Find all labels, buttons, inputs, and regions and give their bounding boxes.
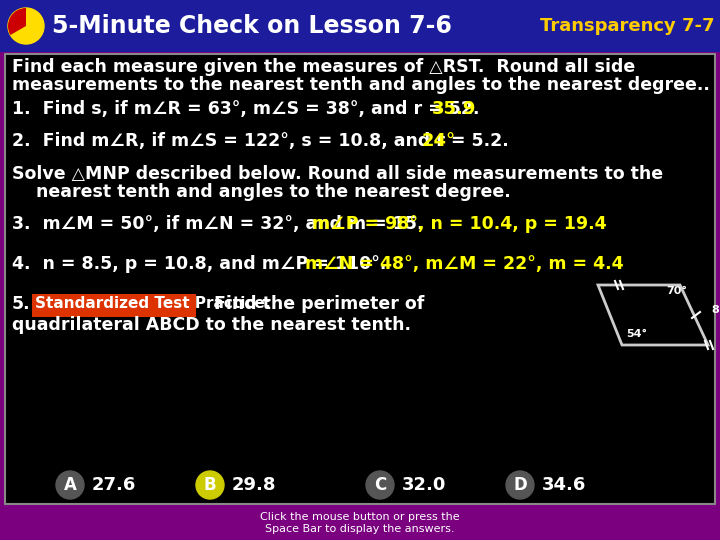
Text: 24°: 24° <box>422 132 456 150</box>
Text: 32.0: 32.0 <box>402 476 446 494</box>
Text: Find the perimeter of: Find the perimeter of <box>202 295 424 313</box>
Text: 8 cm: 8 cm <box>712 305 720 315</box>
Text: Standardized Test Practice:: Standardized Test Practice: <box>35 296 271 311</box>
Circle shape <box>56 471 84 499</box>
Text: 70°: 70° <box>666 286 687 296</box>
Circle shape <box>366 471 394 499</box>
Text: 1.  Find s, if m∠R = 63°, m∠S = 38°, and r = 52.: 1. Find s, if m∠R = 63°, m∠S = 38°, and … <box>12 100 480 118</box>
Text: Transparency 7-7: Transparency 7-7 <box>539 17 714 35</box>
FancyBboxPatch shape <box>0 506 720 540</box>
Text: 3.  m∠M = 50°, if m∠N = 32°, and m = 15.: 3. m∠M = 50°, if m∠N = 32°, and m = 15. <box>12 215 423 233</box>
Text: 4.  n = 8.5, p = 10.8, and m∠P = 110°.: 4. n = 8.5, p = 10.8, and m∠P = 110°. <box>12 255 387 273</box>
Text: 35.9: 35.9 <box>432 100 477 118</box>
Text: Find each measure given the measures of △RST.  Round all side: Find each measure given the measures of … <box>12 58 635 76</box>
Text: nearest tenth and angles to the nearest degree.: nearest tenth and angles to the nearest … <box>12 183 510 201</box>
Text: 54°: 54° <box>626 329 647 339</box>
Text: 5-Minute Check on Lesson 7-6: 5-Minute Check on Lesson 7-6 <box>52 14 452 38</box>
Circle shape <box>8 8 44 44</box>
Text: 27.6: 27.6 <box>92 476 136 494</box>
Text: 5.: 5. <box>12 295 31 313</box>
Text: m∠N = 48°, m∠M = 22°, m = 4.4: m∠N = 48°, m∠M = 22°, m = 4.4 <box>305 255 624 273</box>
Text: measurements to the nearest tenth and angles to the nearest degree..: measurements to the nearest tenth and an… <box>12 76 710 94</box>
Text: 29.8: 29.8 <box>232 476 276 494</box>
Text: B: B <box>204 476 216 494</box>
FancyBboxPatch shape <box>5 54 715 504</box>
Wedge shape <box>8 8 26 35</box>
Text: Solve △MNP described below. Round all side measurements to the: Solve △MNP described below. Round all si… <box>12 165 663 183</box>
Text: m∠P = 98°, n = 10.4, p = 19.4: m∠P = 98°, n = 10.4, p = 19.4 <box>312 215 607 233</box>
FancyBboxPatch shape <box>0 0 720 52</box>
Text: C: C <box>374 476 386 494</box>
Text: 34.6: 34.6 <box>542 476 586 494</box>
Text: quadrilateral ABCD to the nearest tenth.: quadrilateral ABCD to the nearest tenth. <box>12 316 411 334</box>
FancyBboxPatch shape <box>32 294 196 317</box>
Text: 2.  Find m∠R, if m∠S = 122°, s = 10.8, and r = 5.2.: 2. Find m∠R, if m∠S = 122°, s = 10.8, an… <box>12 132 509 150</box>
Circle shape <box>196 471 224 499</box>
Text: Click the mouse button or press the
Space Bar to display the answers.: Click the mouse button or press the Spac… <box>260 512 460 534</box>
Text: D: D <box>513 476 527 494</box>
Text: A: A <box>63 476 76 494</box>
Circle shape <box>506 471 534 499</box>
